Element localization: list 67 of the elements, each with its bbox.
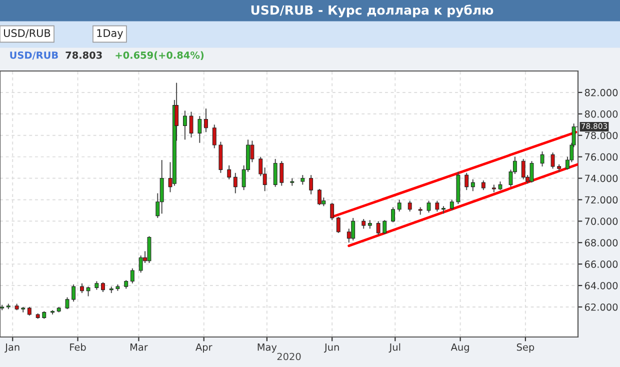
chart-title: USD/RUB - Курс доллара к рублю	[251, 4, 494, 18]
y-tick-label: 68.000	[584, 239, 618, 246]
y-tick-label: 72.000	[585, 196, 618, 204]
candlestick	[397, 199, 402, 212]
candlestick	[351, 217, 356, 241]
x-tick-label: Jan	[4, 344, 20, 353]
x-tick-label: Jul	[388, 343, 400, 353]
candlestick	[273, 158, 278, 188]
candlestick	[204, 108, 208, 133]
candlestick	[382, 220, 387, 235]
candlestick	[280, 160, 284, 186]
text: USD/RUB	[10, 51, 58, 60]
candlestick	[540, 150, 544, 167]
candlestick	[521, 158, 526, 180]
y-tick-label: 66.000	[584, 260, 618, 268]
candlestick	[86, 286, 90, 297]
candlestick	[530, 160, 534, 184]
text: 1Day	[97, 29, 123, 40]
text: USD/RUB	[4, 29, 50, 38]
candlestick	[233, 172, 238, 194]
candlestick	[318, 188, 322, 206]
candlestick	[72, 284, 76, 302]
candlestick	[227, 164, 232, 180]
candlestick	[80, 282, 84, 294]
candlestick	[65, 296, 70, 310]
candlestick	[435, 200, 440, 212]
candlestick	[362, 218, 366, 230]
candlestick	[426, 200, 431, 214]
candlestick	[330, 202, 334, 221]
y-tick-label: 82.000	[584, 88, 618, 96]
y-tick-label: 64.000	[584, 282, 618, 290]
candlestick	[481, 180, 486, 191]
x-tick-label: Apr	[196, 344, 212, 353]
candlestick	[464, 172, 469, 191]
x-tick-label: Aug	[450, 344, 469, 353]
candlestick	[101, 282, 105, 292]
x-tick-label: Sep	[516, 343, 534, 353]
candlestick	[189, 111, 194, 138]
candlestick	[376, 220, 380, 236]
candlestick	[198, 116, 202, 144]
candlestick	[138, 255, 143, 274]
candlestick	[391, 206, 395, 223]
x-tick-label: May	[258, 344, 277, 353]
candlestick	[336, 216, 340, 234]
candlestick	[130, 268, 134, 284]
x-tick-label: Jun	[324, 344, 339, 353]
candlestick	[212, 124, 216, 149]
y-tick-label: 80.000	[584, 110, 618, 118]
x-tick-label: Feb	[70, 343, 86, 351]
x-axis-title: 2020	[277, 352, 301, 360]
candlestick	[550, 152, 555, 170]
candlestick	[183, 110, 187, 140]
candlestick	[450, 199, 454, 211]
y-tick-label: 62.000	[584, 303, 618, 311]
y-tick-label: 76.000	[585, 153, 618, 161]
candlestick	[408, 200, 412, 212]
text: +0.659(+0.84%)	[116, 51, 204, 60]
candlestick	[470, 178, 475, 192]
text: 78.803	[66, 51, 102, 59]
candlestick	[160, 160, 164, 214]
x-tick-label: Mar	[130, 344, 148, 351]
candlestick	[309, 174, 314, 195]
y-tick-label: 78.000	[585, 132, 618, 140]
y-tick-label: 70.000	[585, 218, 618, 225]
candlestick	[300, 174, 305, 186]
candlestick	[147, 236, 152, 264]
y-tick-label: 74.000	[585, 174, 618, 182]
